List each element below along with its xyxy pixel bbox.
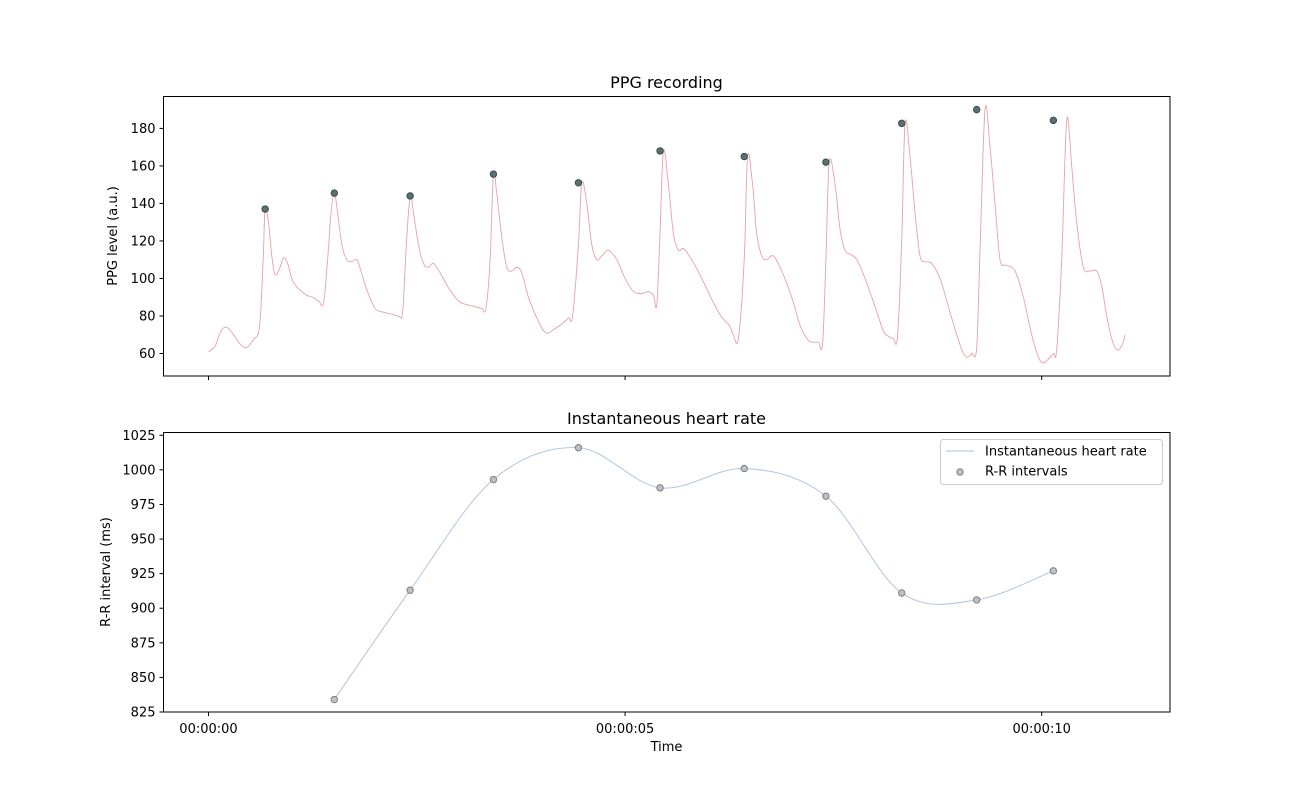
- peak-marker: [574, 179, 583, 187]
- ppg-x-axis: [207, 376, 1043, 380]
- rr-interval-marker: [1049, 567, 1058, 575]
- y-tick-label: 1025: [122, 429, 155, 444]
- ppg-y-axis-label: PPG level (a.u.): [106, 186, 121, 286]
- y-tick-label: 950: [131, 533, 156, 548]
- y-tick-label: 875: [131, 636, 156, 651]
- y-tick-label: 900: [131, 602, 156, 617]
- peak-marker: [740, 152, 748, 161]
- peak-marker: [1049, 116, 1058, 125]
- y-tick-label: 975: [131, 498, 156, 513]
- hr-interpolated-line: [333, 447, 1054, 700]
- peak-marker: [489, 170, 498, 178]
- peak-marker: [822, 158, 830, 166]
- rr-interval-marker: [489, 475, 498, 484]
- y-tick-label: 120: [131, 234, 156, 249]
- y-tick-label: 80: [139, 309, 156, 324]
- hr-chart-title: Instantaneous heart rate: [567, 409, 766, 428]
- rr-interval-marker: [740, 464, 748, 473]
- y-tick-label: 1000: [122, 463, 155, 478]
- legend-label-rr-intervals: R-R intervals: [985, 465, 1068, 480]
- rr-interval-marker: [822, 492, 830, 500]
- rr-interval-marker: [656, 484, 664, 492]
- y-tick-label: 825: [131, 706, 156, 721]
- hr-x-axis: 00:00:00 00:00:05 00:00:10: [179, 712, 1071, 737]
- rr-interval-marker: [898, 589, 906, 597]
- peak-marker: [972, 105, 981, 114]
- peak-marker: [656, 147, 664, 155]
- x-tick-label: 00:00:00: [179, 722, 237, 737]
- ppg-signal-line: [208, 105, 1126, 364]
- rr-interval-marker: [574, 444, 583, 452]
- rr-interval-markers: [330, 444, 1058, 704]
- legend-marker-swatch: [956, 468, 964, 476]
- legend-label-heart-rate: Instantaneous heart rate: [985, 445, 1147, 460]
- hr-chart: Instantaneous heart rate 825 850 875 900 925…: [99, 409, 1171, 755]
- rr-interval-marker: [406, 586, 414, 594]
- peak-marker: [406, 192, 414, 200]
- y-tick-label: 850: [131, 671, 156, 686]
- legend-frame: [940, 439, 1163, 485]
- peak-marker: [261, 205, 269, 213]
- y-tick-label: 60: [139, 347, 156, 362]
- ppg-y-axis: 60 80 100 120 140 160 180: [131, 122, 164, 362]
- rr-interval-marker: [972, 596, 981, 604]
- hr-y-axis: 825 850 875 900 925 950 975 1000 1025: [122, 429, 164, 721]
- ppg-peak-markers: [261, 105, 1058, 213]
- peak-marker: [330, 189, 339, 197]
- ppg-chart: PPG recording 60 80 100 120 140 160 180 PPG le…: [106, 73, 1171, 380]
- x-tick-label: 00:00:10: [1012, 722, 1070, 737]
- y-tick-label: 925: [131, 567, 156, 582]
- y-tick-label: 180: [131, 122, 156, 137]
- y-tick-label: 160: [131, 159, 156, 174]
- hr-x-axis-label: Time: [650, 740, 683, 755]
- y-tick-label: 140: [131, 197, 156, 212]
- ppg-axes-frame: [163, 96, 1171, 377]
- peak-marker: [898, 119, 906, 128]
- hr-axes-frame: [163, 432, 1171, 713]
- hr-legend: Instantaneous heart rate R-R intervals: [940, 439, 1163, 485]
- x-tick-label: 00:00:05: [596, 722, 654, 737]
- hr-y-axis-label: R-R interval (ms): [99, 517, 114, 627]
- rr-interval-marker: [330, 695, 339, 704]
- ppg-chart-title: PPG recording: [610, 73, 723, 92]
- y-tick-label: 100: [131, 272, 156, 287]
